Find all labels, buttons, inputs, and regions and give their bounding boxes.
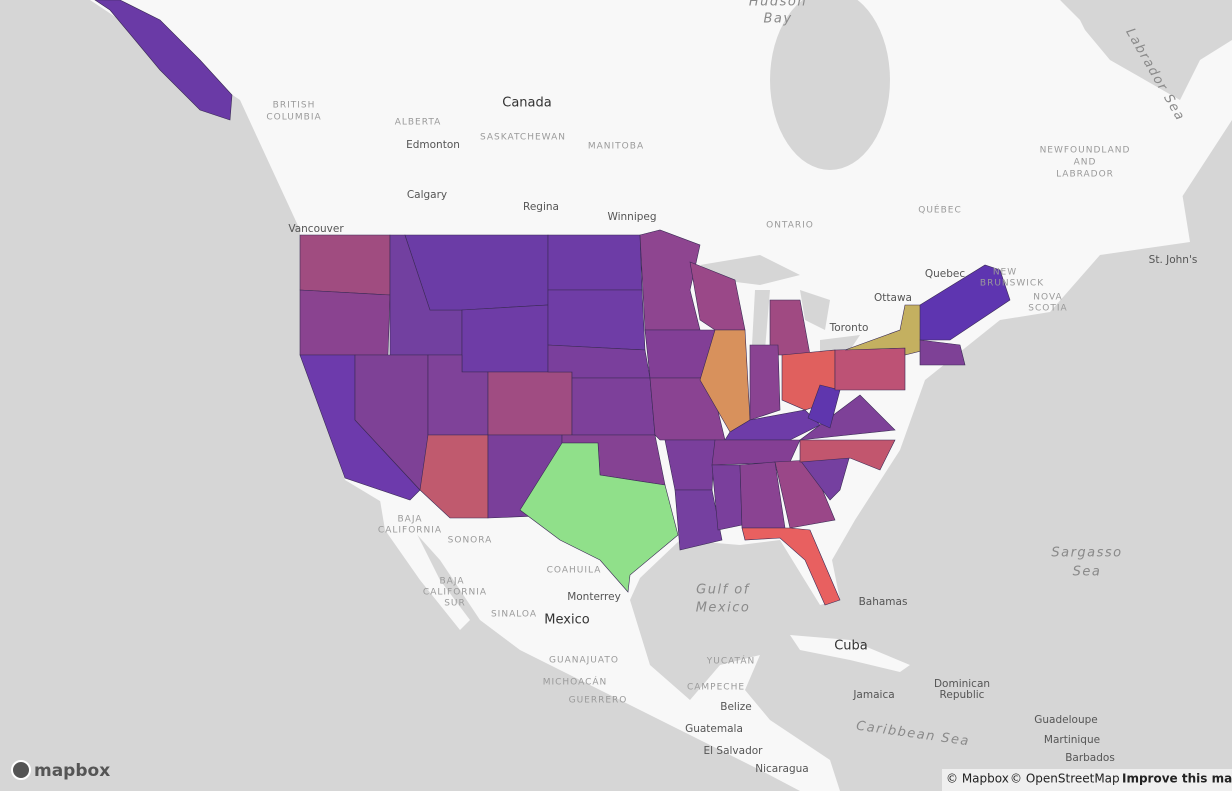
- province-label: LABRADOR: [1056, 170, 1114, 180]
- province-label: BAJA: [398, 515, 423, 525]
- province-label: NEW: [993, 268, 1017, 278]
- province-label: AND: [1074, 158, 1097, 168]
- province-label: NOVA: [1033, 293, 1062, 303]
- city-label: Nicaragua: [755, 763, 808, 775]
- province-label: ONTARIO: [766, 221, 814, 231]
- city-label: Bahamas: [859, 596, 908, 608]
- province-label: MANITOBA: [588, 142, 644, 152]
- attribution-bg: [942, 769, 1232, 791]
- water-label: Gulf of: [696, 583, 751, 598]
- province-label: QUÉBEC: [918, 204, 962, 216]
- province-label: ALBERTA: [395, 118, 442, 128]
- city-label: Belize: [720, 701, 751, 713]
- water-label: Bay: [763, 12, 792, 27]
- improve-link[interactable]: Improve this map: [1122, 772, 1232, 786]
- province-label: COAHUILA: [547, 566, 602, 576]
- labels: Hudson Bay Labrador Sea Canada BRITISH C…: [266, 0, 1197, 775]
- province-label: GUANAJUATO: [549, 656, 619, 666]
- city-label: Winnipeg: [607, 211, 656, 223]
- logo-icon: [11, 760, 31, 780]
- attribution[interactable]: © Mapbox: [946, 772, 1009, 786]
- city-label: Quebec: [925, 268, 966, 280]
- water-label: Sea: [1073, 565, 1102, 580]
- province-label: CALIFORNIA: [423, 588, 487, 598]
- city-label: Vancouver: [288, 223, 344, 235]
- country-label: Canada: [502, 96, 551, 111]
- city-label: Monterrey: [567, 591, 621, 603]
- province-label: SONORA: [448, 536, 493, 546]
- city-label: St. John's: [1149, 254, 1198, 266]
- province-label: SASKATCHEWAN: [480, 133, 566, 143]
- province-label: BRITISH: [273, 101, 316, 111]
- province-label: SCOTIA: [1028, 304, 1067, 314]
- logo: mapbox: [11, 760, 110, 781]
- water-label: Sargasso: [1051, 546, 1122, 561]
- city-label: Republic: [940, 689, 985, 701]
- country-label: Cuba: [834, 639, 868, 654]
- city-label: Guatemala: [685, 723, 743, 735]
- province-label: NEWFOUNDLAND: [1040, 146, 1131, 156]
- province-label: CALIFORNIA: [378, 526, 442, 536]
- logo-text: mapbox: [34, 761, 110, 781]
- province-label: YUCATÁN: [706, 655, 756, 667]
- city-label: Guadeloupe: [1034, 714, 1097, 726]
- city-label: Dominican: [934, 678, 990, 690]
- city-label: El Salvador: [704, 745, 764, 757]
- city-label: Martinique: [1044, 734, 1100, 746]
- province-label: SUR: [444, 599, 466, 609]
- province-label: BRUNSWICK: [980, 279, 1044, 289]
- states: [94, 0, 1011, 606]
- city-label: Edmonton: [406, 139, 460, 151]
- province-label: CAMPECHE: [687, 683, 745, 693]
- city-label: Toronto: [829, 322, 869, 334]
- water-label: Hudson: [749, 0, 807, 10]
- water-label: Mexico: [696, 601, 751, 616]
- province-label: SINALOA: [491, 610, 537, 620]
- city-label: Jamaica: [852, 689, 894, 701]
- province-label: COLUMBIA: [266, 113, 321, 123]
- province-label: BAJA: [440, 577, 465, 587]
- province-label: MICHOACÁN: [543, 676, 608, 688]
- attribution[interactable]: © OpenStreetMap: [1010, 772, 1120, 786]
- hudson-bay: [770, 0, 890, 170]
- city-label: Calgary: [407, 189, 447, 201]
- country-label: Mexico: [544, 613, 589, 628]
- city-label: Ottawa: [874, 292, 912, 304]
- city-label: Regina: [523, 201, 559, 213]
- province-label: GUERRERO: [569, 696, 628, 706]
- city-label: Barbados: [1065, 752, 1115, 764]
